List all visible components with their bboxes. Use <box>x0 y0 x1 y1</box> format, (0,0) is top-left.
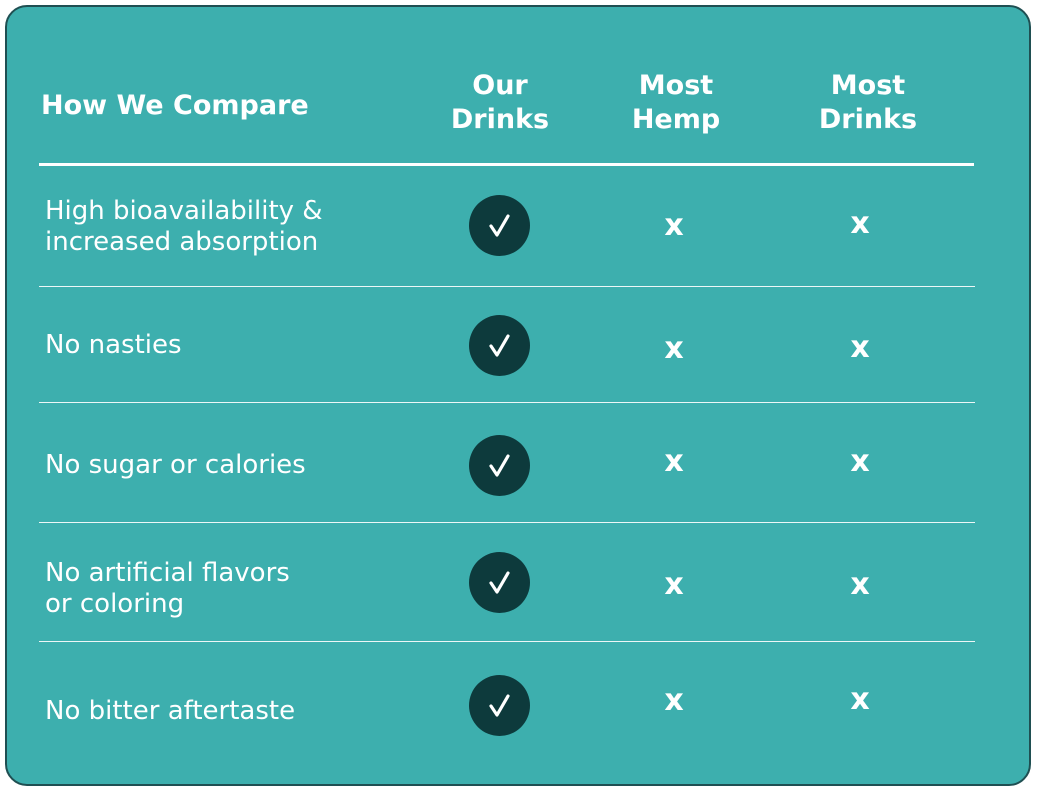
row-divider <box>39 641 975 642</box>
row-label: No bitter aftertaste <box>45 696 296 726</box>
x-mark-icon: x <box>850 682 870 717</box>
row-label: High bioavailability & increased absorpt… <box>45 196 323 257</box>
row-label: No nasties <box>45 330 182 360</box>
table-title: How We Compare <box>41 90 309 121</box>
row-divider <box>39 402 975 403</box>
checkmark-icon <box>469 195 530 256</box>
x-mark-icon: x <box>664 683 684 718</box>
column-header-our-drinks: Our Drinks <box>450 70 550 135</box>
row-divider <box>39 522 975 523</box>
row-label: No artificial flavors or coloring <box>45 558 290 619</box>
x-mark-icon: x <box>850 206 870 241</box>
x-mark-icon: x <box>664 331 684 366</box>
x-mark-icon: x <box>664 567 684 602</box>
header-divider <box>39 163 974 166</box>
x-mark-icon: x <box>664 444 684 479</box>
x-mark-icon: x <box>850 444 870 479</box>
column-header-most-hemp: Most Hemp <box>631 70 721 135</box>
x-mark-icon: x <box>850 330 870 365</box>
checkmark-icon <box>469 552 530 613</box>
row-divider <box>39 286 975 287</box>
x-mark-icon: x <box>664 208 684 243</box>
checkmark-icon <box>469 435 530 496</box>
comparison-card: How We Compare Our Drinks Most Hemp Most… <box>5 5 1031 786</box>
row-label: No sugar or calories <box>45 450 306 480</box>
checkmark-icon <box>469 315 530 376</box>
checkmark-icon <box>469 675 530 736</box>
x-mark-icon: x <box>850 567 870 602</box>
column-header-most-drinks: Most Drinks <box>818 70 918 135</box>
